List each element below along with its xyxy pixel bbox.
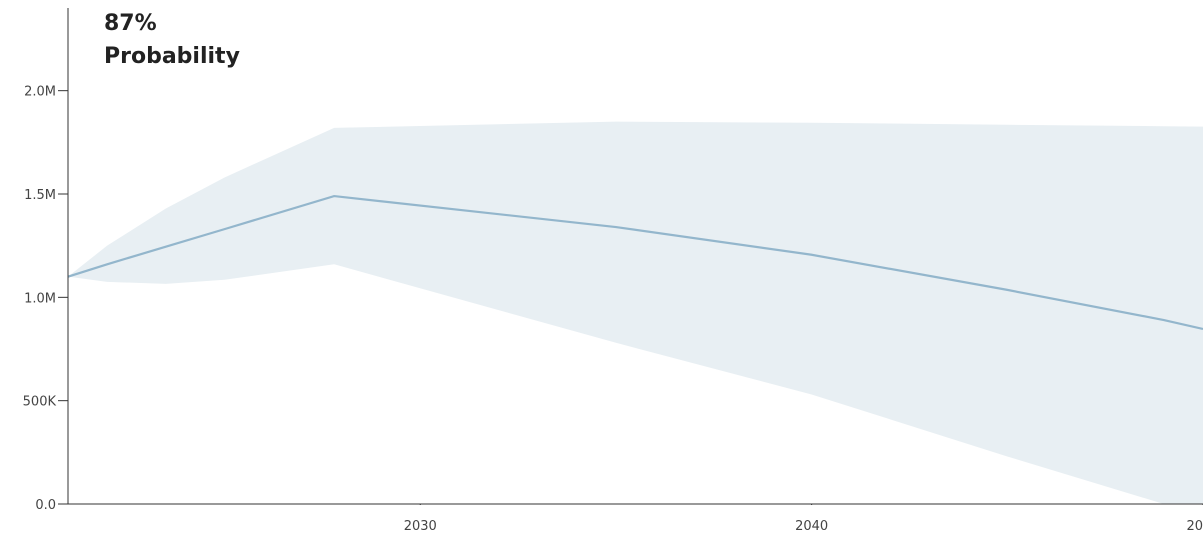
annotation: Probability [104,44,240,69]
y-tick-label: 1.5M [24,188,56,203]
y-tick-label: 500K [23,395,57,410]
annotation: 87% [104,11,157,36]
x-tick-label: 2030 [404,519,437,534]
y-tick-label: 1.0M [24,291,56,306]
plot-area [68,121,1203,504]
y-tick-label: 2.0M [24,85,56,100]
confidence-band [68,121,1203,504]
x-tick-label: 2050 [1186,519,1203,534]
x-tick-label: 2040 [795,519,828,534]
y-tick-label: 0.0 [35,498,56,513]
line [68,194,1203,331]
